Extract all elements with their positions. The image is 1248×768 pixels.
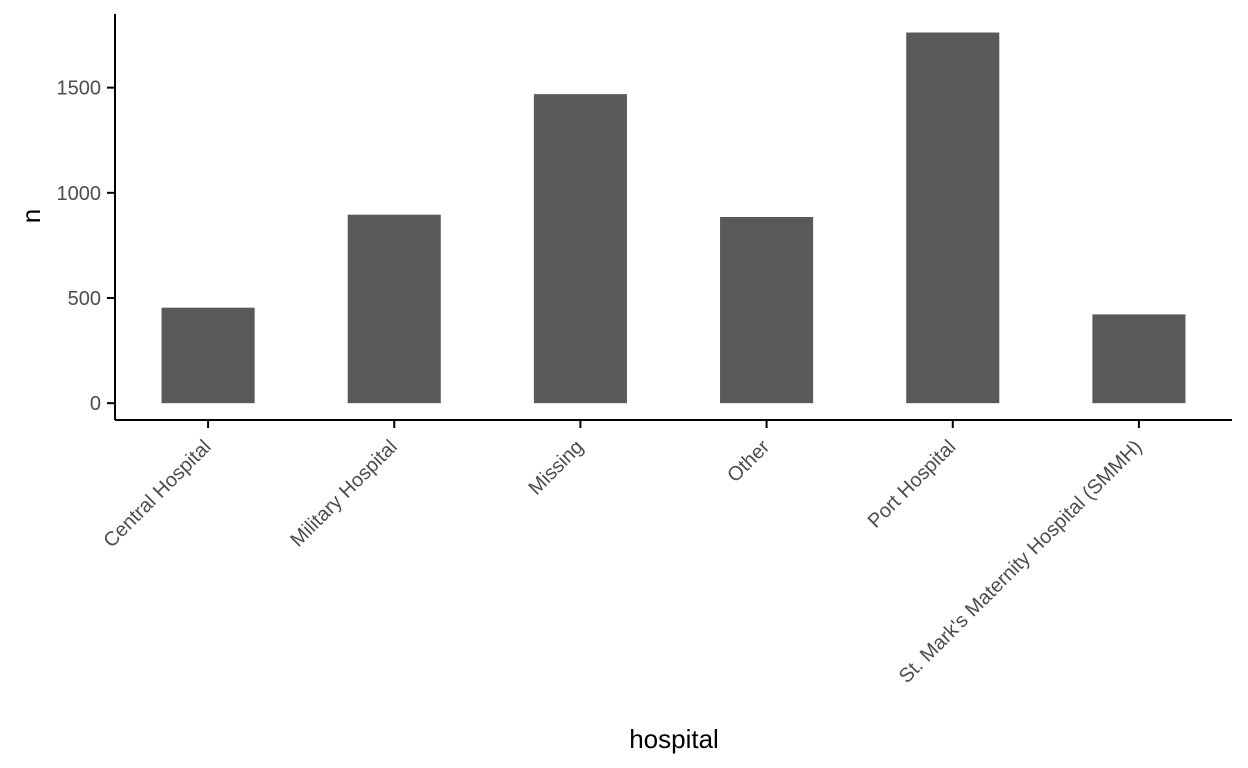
y-tick-label-1000: 1000: [57, 183, 102, 205]
y-tick-label-1500: 1500: [57, 78, 102, 100]
y-tick-label-500: 500: [68, 288, 101, 310]
x-axis-title: hospital: [629, 724, 719, 754]
x-tick-label-central-hospital: Central Hospital: [99, 436, 215, 552]
bar-missing: [533, 94, 627, 404]
bar-port-hospital: [906, 32, 1000, 404]
x-tick-label-port-hospital: Port Hospital: [864, 436, 961, 533]
y-axis-title: n: [16, 209, 46, 223]
bar-central-hospital: [161, 307, 255, 404]
x-tick-label-other: Other: [723, 436, 774, 487]
bar-other: [720, 217, 814, 404]
x-axis: Central Hospital Military Hospital Missing…: [99, 419, 1232, 688]
bar-st-mark-s-maternity-hospital-smmh: [1092, 314, 1186, 404]
y-axis: 0 500 1000 1500: [57, 14, 116, 420]
bars-group: [161, 32, 1186, 404]
y-tick-label-0: 0: [90, 393, 101, 415]
x-tick-label-missing: Missing: [524, 436, 587, 499]
bar-military-hospital: [347, 214, 441, 404]
x-tick-label-military-hospital: Military Hospital: [286, 436, 401, 551]
